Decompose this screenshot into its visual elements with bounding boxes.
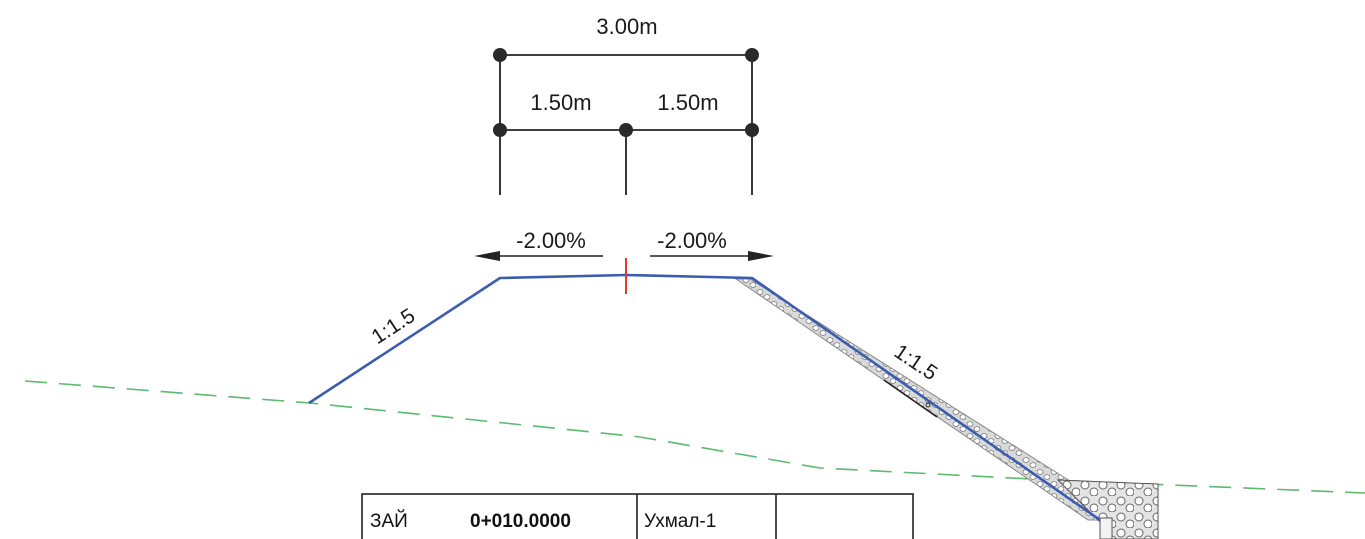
right-slope-leader [883, 379, 938, 418]
title-block-label: ЗАЙ [370, 510, 408, 532]
dimension-node [493, 48, 507, 62]
crossfall-annotations: -2.00% -2.00% [474, 228, 774, 261]
right-slope-leader-end [925, 402, 931, 408]
dimension-node [745, 123, 759, 137]
existing-ground-line [24, 380, 1365, 494]
road-profile-line [308, 273, 1101, 522]
crossfall-arrow-right-head [748, 251, 774, 261]
left-slope-label: 1:1.5 [368, 304, 420, 349]
crossfall-left-label: -2.00% [516, 228, 586, 253]
crossfall-arrow-left-head [474, 251, 500, 261]
dimension-node [745, 48, 759, 62]
gabion-toe-edge [1099, 517, 1113, 539]
dimension-left-label: 1.50m [530, 90, 591, 115]
dimension-node [619, 123, 633, 137]
title-block: ЗАЙ 0+010.0000 Ухмал-1 [361, 493, 914, 539]
dimension-block: 3.00m 1.50m 1.50m [493, 14, 759, 195]
dimension-total-label: 3.00m [596, 14, 657, 39]
riprap-slope-protection [734, 278, 1101, 521]
title-block-station: 0+010.0000 [470, 511, 571, 532]
dimension-node [493, 123, 507, 137]
title-block-name: Ухмал-1 [644, 511, 716, 532]
crossfall-right-label: -2.00% [657, 228, 727, 253]
dimension-right-label: 1.50m [657, 90, 718, 115]
